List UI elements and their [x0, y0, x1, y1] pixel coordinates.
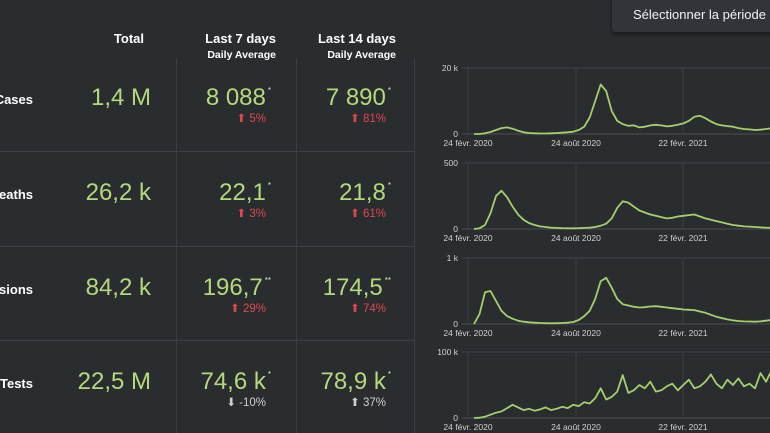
avg14-number: 7 890 [325, 84, 386, 111]
x-tick-label: 22 févr. 2021 [658, 138, 707, 148]
sparkline-chart: 20 k 024 févr. 2020 24 août 2020 22 févr. 2… [442, 63, 770, 148]
x-tick-label: 24 août 2020 [551, 233, 601, 243]
row-label: Tests [0, 376, 33, 391]
x-tick-label: 24 août 2020 [551, 422, 601, 432]
avg7-marker: * [267, 86, 271, 95]
y-min-label: 0 [453, 224, 458, 234]
header-total: Total [70, 31, 144, 46]
avg14-change: ⬆ 61% [350, 208, 386, 220]
total-value: 84,2 k [85, 274, 151, 301]
row-divider [0, 151, 415, 152]
avg14-marker: * [387, 181, 391, 190]
y-min-label: 0 [453, 413, 458, 423]
x-tick-label: 24 févr. 2020 [443, 233, 492, 243]
header-total-label: Total [113, 31, 144, 46]
x-tick-label: 24 févr. 2020 [443, 422, 492, 432]
avg14-value: 21,8 * [290, 179, 391, 207]
header-last14-label: Last 14 days [317, 31, 396, 46]
sparkline-chart: 100 k 024 févr. 2020 24 août 2020 22 févr. … [437, 347, 770, 432]
avg7-marker: * [267, 370, 271, 379]
avg7-value: 74,6 k * [170, 368, 271, 396]
row-divider [0, 340, 415, 341]
row-label: Admissions [0, 282, 33, 297]
avg7-value: 196,7 ** [170, 274, 271, 302]
x-tick-label: 22 févr. 2021 [658, 233, 707, 243]
x-tick-label: 22 févr. 2021 [658, 328, 707, 338]
avg14-number: 78,9 k [320, 368, 386, 395]
row-label: Cases [0, 92, 33, 107]
column-divider [176, 58, 177, 433]
header-last7-label: Last 7 days [205, 31, 276, 46]
column-divider [414, 58, 415, 433]
avg7-change: ⬇ -10% [226, 397, 266, 409]
avg7-number: 74,6 k [200, 368, 266, 395]
select-period-button[interactable]: Sélectionner la période [612, 0, 770, 32]
x-tick-label: 22 févr. 2021 [658, 422, 707, 432]
avg14-marker: * [387, 86, 391, 95]
total-value: 1,4 M [90, 84, 151, 111]
avg14-value: 174,5 ** [290, 274, 391, 302]
y-min-label: 0 [453, 129, 458, 139]
y-max-label: 1 k [447, 253, 459, 263]
avg7-change: ⬆ 5% [236, 113, 266, 125]
avg7-value: 8 088 * [170, 84, 271, 112]
avg14-value: 78,9 k * [290, 368, 391, 396]
y-max-label: 20 k [442, 63, 459, 73]
header-last14-sub: Daily Average [327, 49, 396, 61]
avg14-marker: * [387, 370, 391, 379]
total-value: 22,5 M [77, 368, 151, 395]
avg7-change: ⬆ 29% [230, 303, 266, 315]
total-value: 26,2 k [85, 179, 151, 206]
avg7-change: ⬆ 3% [236, 208, 266, 220]
row-divider [0, 246, 415, 247]
header-last14: Last 14 days Daily Average [300, 31, 396, 61]
avg14-change: ⬆ 37% [350, 397, 386, 409]
avg7-value: 22,1 * [170, 179, 271, 207]
column-divider [296, 58, 297, 433]
y-min-label: 0 [453, 319, 458, 329]
x-tick-label: 24 août 2020 [551, 328, 601, 338]
series-line [473, 189, 770, 230]
avg7-number: 8 088 [205, 84, 266, 111]
sparkline-chart: 500 024 févr. 2020 24 août 2020 22 févr. 20… [443, 158, 770, 243]
avg14-change: ⬆ 74% [350, 303, 386, 315]
row-label: Deaths [0, 187, 33, 202]
header-last7: Last 7 days Daily Average [180, 31, 276, 61]
series-line [473, 371, 770, 419]
header-last7-sub: Daily Average [207, 49, 276, 61]
avg14-number: 174,5 [322, 274, 383, 301]
avg7-number: 196,7 [202, 274, 263, 301]
x-tick-label: 24 févr. 2020 [443, 138, 492, 148]
y-max-label: 100 k [437, 347, 459, 357]
x-tick-label: 24 févr. 2020 [443, 328, 492, 338]
y-max-label: 500 [444, 158, 458, 168]
x-tick-label: 24 août 2020 [551, 138, 601, 148]
series-line [474, 83, 770, 135]
avg14-value: 7 890 * [290, 84, 391, 112]
avg14-number: 21,8 [339, 179, 386, 206]
avg14-change: ⬆ 81% [350, 113, 386, 125]
series-line [473, 276, 770, 325]
avg7-marker: ** [264, 276, 271, 285]
avg7-number: 22,1 [219, 179, 266, 206]
avg7-marker: * [267, 181, 271, 190]
sparkline-chart: 1 k 024 févr. 2020 24 août 2020 22 févr. 20… [443, 253, 770, 338]
avg14-marker: ** [384, 276, 391, 285]
